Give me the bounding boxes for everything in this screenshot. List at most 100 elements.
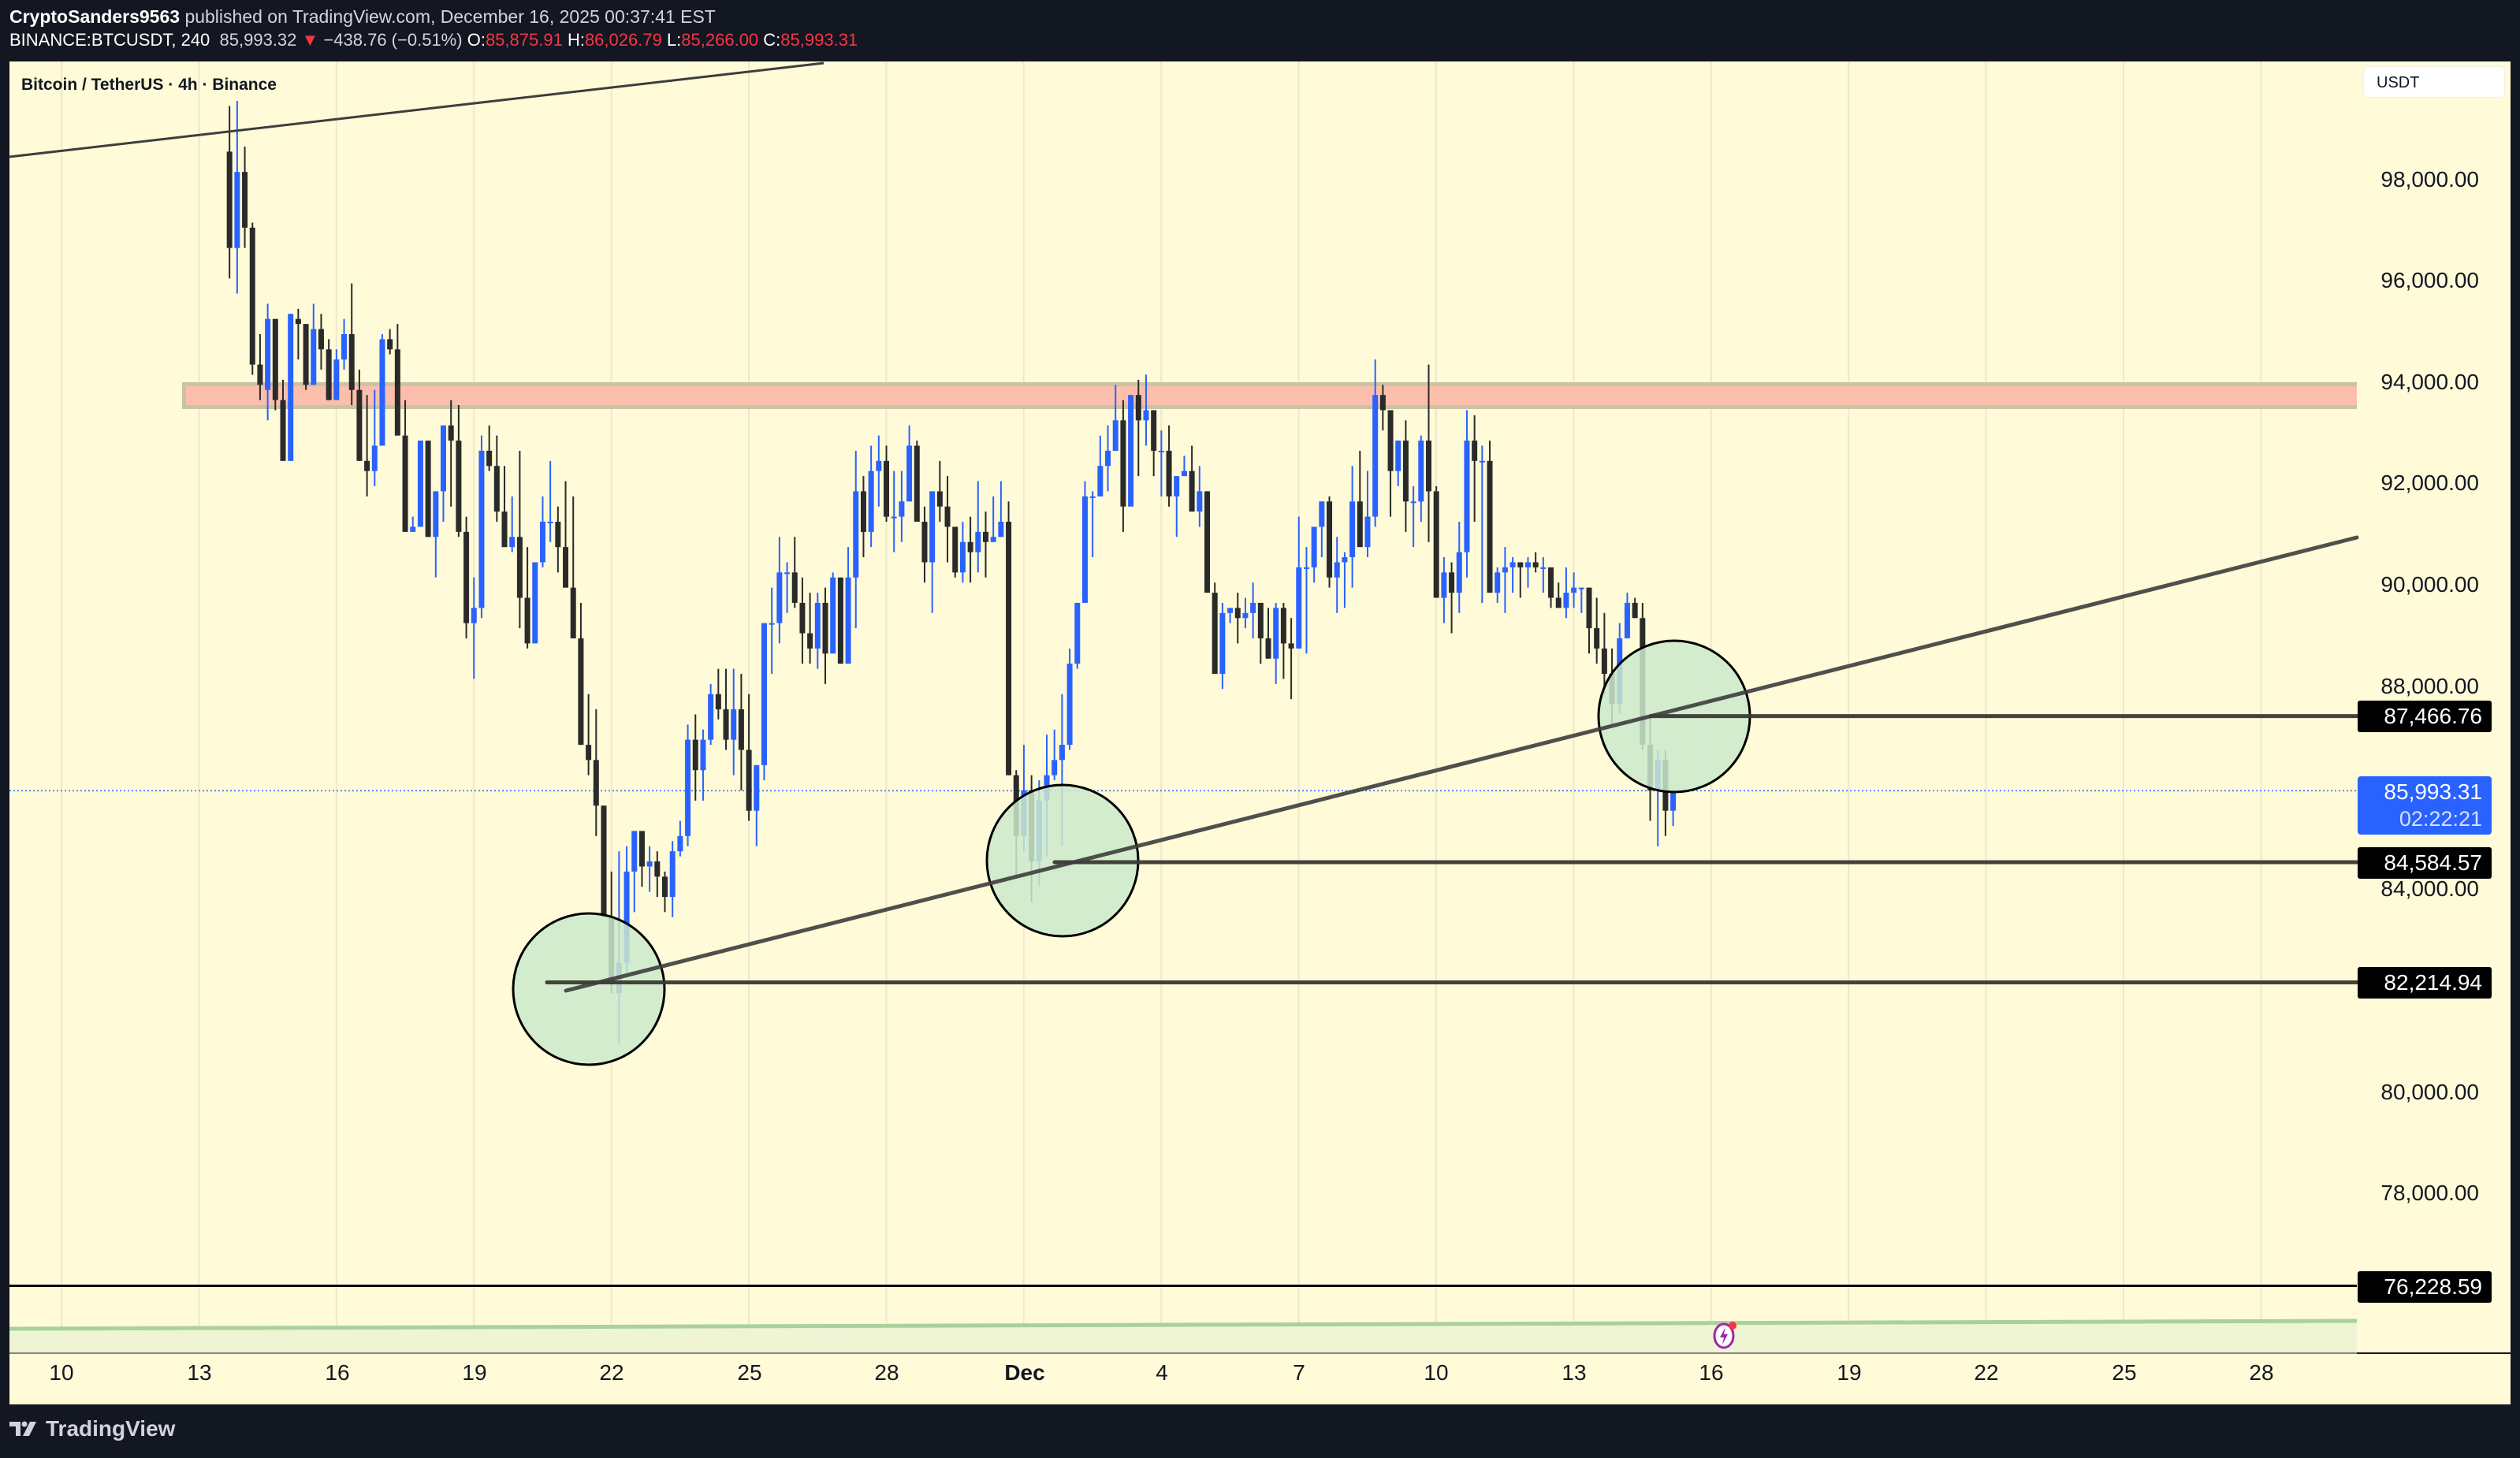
candle-up[interactable] (830, 577, 836, 654)
candle-up[interactable] (433, 491, 439, 537)
candle-down[interactable] (364, 460, 370, 471)
candle-down[interactable] (715, 694, 721, 710)
candle-down[interactable] (723, 709, 729, 740)
candle-down[interactable] (1433, 491, 1439, 598)
candle-up[interactable] (1502, 567, 1508, 573)
candle-up[interactable] (1174, 476, 1180, 497)
candle-down[interactable] (952, 526, 958, 573)
candle-up[interactable] (1066, 664, 1073, 746)
lightning-alert-icon[interactable] (1712, 1319, 1739, 1349)
candle-up[interactable] (1364, 516, 1371, 548)
candle-down[interactable] (1288, 643, 1294, 649)
candle-down[interactable] (295, 318, 301, 325)
candle-up[interactable] (1372, 395, 1379, 517)
candle-down[interactable] (601, 805, 607, 917)
candle-down[interactable] (356, 389, 363, 461)
candle-down[interactable] (1402, 441, 1409, 502)
candle-up[interactable] (1219, 612, 1226, 675)
candle-up[interactable] (1250, 602, 1256, 613)
candle-up[interactable] (1456, 552, 1462, 593)
candle-up[interactable] (1242, 612, 1249, 619)
candle-up[interactable] (853, 491, 859, 578)
candle-up[interactable] (685, 739, 691, 836)
candle-up[interactable] (959, 541, 966, 573)
candle-up[interactable] (371, 445, 378, 471)
candle-up[interactable] (471, 608, 477, 623)
candle-up[interactable] (532, 562, 538, 644)
candle-down[interactable] (1135, 395, 1141, 421)
candle-up[interactable] (539, 522, 545, 563)
candle-up[interactable] (1578, 587, 1584, 590)
candle-up[interactable] (1410, 501, 1416, 504)
candle-down[interactable] (914, 445, 920, 523)
candle-down[interactable] (1265, 638, 1271, 659)
candle-up[interactable] (1479, 460, 1485, 463)
candle-up[interactable] (814, 602, 821, 649)
candle-up[interactable] (929, 491, 936, 563)
candle-up[interactable] (1181, 471, 1187, 477)
candle-up[interactable] (1197, 491, 1203, 512)
candle-down[interactable] (570, 587, 576, 638)
candle-up[interactable] (631, 831, 638, 872)
candle-down[interactable] (822, 602, 828, 654)
candle-down[interactable] (1357, 501, 1363, 548)
candle-up[interactable] (868, 471, 874, 532)
candle-up[interactable] (1296, 567, 1302, 649)
candle-up[interactable] (1334, 562, 1340, 578)
candle-up[interactable] (754, 764, 760, 811)
candle-down[interactable] (1327, 501, 1333, 578)
candle-down[interactable] (746, 749, 752, 811)
currency-selector[interactable]: USDT (2363, 66, 2505, 98)
candle-down[interactable] (394, 349, 400, 436)
candle-down[interactable] (524, 597, 530, 644)
candle-down[interactable] (967, 541, 973, 552)
candle-down[interactable] (1212, 593, 1218, 675)
candle-down[interactable] (1387, 410, 1394, 471)
candle-up[interactable] (1128, 395, 1134, 507)
candle-up[interactable] (700, 739, 706, 771)
candle-down[interactable] (884, 460, 890, 517)
candle-up[interactable] (769, 623, 775, 625)
candle-up[interactable] (1059, 745, 1065, 761)
candle-up[interactable] (1441, 572, 1447, 598)
candle-up[interactable] (1418, 441, 1424, 502)
candle-up[interactable] (1495, 572, 1501, 593)
candle-up[interactable] (288, 314, 294, 461)
candle-down[interactable] (242, 172, 248, 228)
candle-up[interactable] (776, 572, 783, 623)
candle-down[interactable] (1151, 410, 1157, 451)
resistance-zone[interactable] (186, 386, 2357, 405)
candle-down[interactable] (1632, 602, 1638, 619)
candle-down[interactable] (578, 638, 584, 746)
candle-up[interactable] (1097, 466, 1104, 497)
candle-down[interactable] (936, 491, 943, 507)
candle-down[interactable] (272, 318, 278, 400)
candle-down[interactable] (1594, 628, 1600, 649)
candle-up[interactable] (1273, 608, 1279, 659)
candle-up[interactable] (1311, 526, 1317, 567)
rising-trendline[interactable] (564, 535, 2359, 993)
candle-down[interactable] (1487, 460, 1493, 593)
candle-down[interactable] (456, 441, 462, 532)
candle-down[interactable] (1234, 608, 1241, 619)
candle-down[interactable] (1257, 602, 1264, 638)
candle-down[interactable] (348, 333, 355, 390)
candle-down[interactable] (1120, 420, 1126, 507)
candle-down[interactable] (586, 745, 592, 761)
candle-up[interactable] (1624, 602, 1630, 638)
candle-down[interactable] (326, 349, 332, 400)
candle-up[interactable] (1464, 441, 1470, 552)
candle-down[interactable] (1006, 522, 1012, 775)
candle-down[interactable] (654, 861, 661, 877)
candle-up[interactable] (1074, 602, 1081, 664)
candle-up[interactable] (1143, 410, 1149, 421)
candle-up[interactable] (1342, 557, 1348, 563)
candle-down[interactable] (486, 450, 493, 467)
candle-down[interactable] (799, 602, 806, 634)
candle-down[interactable] (1204, 491, 1210, 593)
candle-up[interactable] (417, 441, 423, 527)
candle-up[interactable] (1303, 567, 1309, 569)
candle-up[interactable] (341, 333, 348, 360)
candle-down[interactable] (448, 425, 454, 441)
